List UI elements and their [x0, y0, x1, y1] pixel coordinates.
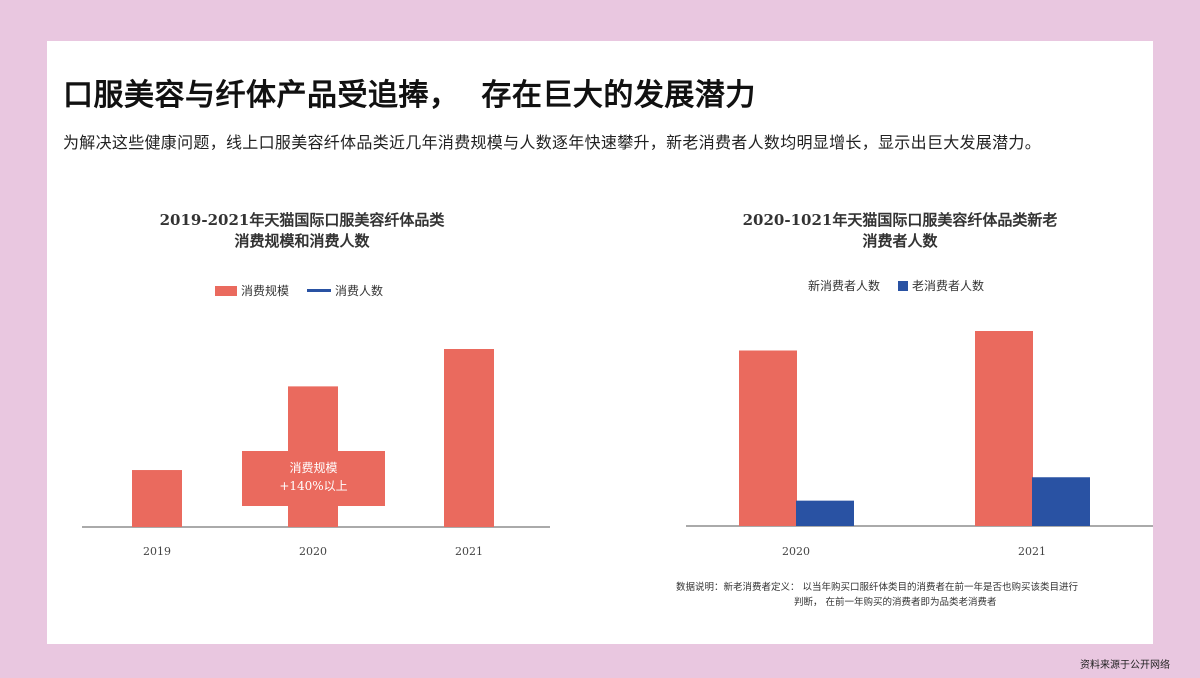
chart2-title-line2: 消费者人数: [862, 232, 938, 250]
source-credit: 资料来源于公开网络: [1080, 660, 1170, 671]
chart1-callout: 消费规模 +140%以上: [242, 451, 385, 506]
chart1-title-line2: 消费规模和消费人数: [234, 232, 370, 250]
chart1-x-tick-2021: 2021: [455, 545, 483, 558]
chart1-legend-label-people: 消费人数: [335, 284, 384, 298]
chart1-x-tick-2019: 2019: [143, 545, 171, 558]
chart1-legend-swatch-people: [307, 289, 332, 292]
chart2-legend-label-new: 新消费者人数: [808, 279, 881, 293]
data-note-line1: 数据说明：新老消费者定义： 以当年购买口服纤体类目的消费者在前一年是否也购买该类…: [676, 582, 1079, 593]
chart2-legend-item-new: 新消费者人数: [808, 277, 880, 294]
chart2-legend-item-old: 老消费者人数: [898, 277, 984, 294]
chart2-bar-old-2020: [796, 500, 854, 526]
chart1-legend-item-people: 消费人数: [307, 282, 383, 299]
content-card: [47, 41, 1153, 644]
chart2-legend-swatch-old: [898, 280, 909, 291]
chart1-callout-line2: +140%以上: [279, 479, 348, 493]
page-subtitle: 为解决这些健康问题，线上口服美容纤体品类近几年消费规模与人数逐年快速攀升，新老消…: [63, 133, 1042, 152]
chart2-legend: 新消费者人数 老消费者人数: [808, 277, 1002, 294]
chart2-legend-label-old: 老消费者人数: [912, 279, 985, 293]
chart2-plot: 2020 2021: [686, 331, 1153, 558]
chart1-bar-2019: [132, 470, 182, 527]
data-note: 数据说明：新老消费者定义： 以当年购买口服纤体类目的消费者在前一年是否也购买该类…: [676, 580, 1146, 610]
chart1-plot: 2019 2020 2021: [82, 349, 550, 558]
chart1-title-line1: 2019-2021年天猫国际口服美容纤体品类: [159, 211, 445, 229]
chart1-callout-line1: 消费规模: [289, 461, 338, 475]
data-note-line2: 判断， 在前一年购买的消费者即为品类老消费者: [794, 597, 997, 608]
chart1-title: 2019-2021年天猫国际口服美容纤体品类 消费规模和消费人数: [92, 210, 512, 252]
chart1-bar-2021: [444, 349, 494, 527]
chart1-legend-label-scale: 消费规模: [241, 284, 290, 298]
chart2-bar-old-2021: [1032, 477, 1090, 526]
chart2-title: 2020-1021年天猫国际口服美容纤体品类新老 消费者人数: [690, 210, 1110, 252]
chart2-bar-new-2021: [975, 331, 1033, 526]
chart2-x-tick-2020: 2020: [782, 545, 810, 558]
page-title: 口服美容与纤体产品受追捧， 存在巨大的发展潜力: [63, 78, 756, 113]
chart1-legend: 消费规模 消费人数: [215, 282, 401, 299]
chart2-bar-new-2020: [739, 350, 797, 526]
chart2-title-line1: 2020-1021年天猫国际口服美容纤体品类新老: [742, 211, 1058, 229]
chart1-x-tick-2020: 2020: [299, 545, 327, 558]
chart2-x-tick-2021: 2021: [1018, 545, 1046, 558]
chart1-legend-swatch-scale: [215, 285, 237, 296]
chart1-legend-item-scale: 消费规模: [215, 282, 289, 299]
